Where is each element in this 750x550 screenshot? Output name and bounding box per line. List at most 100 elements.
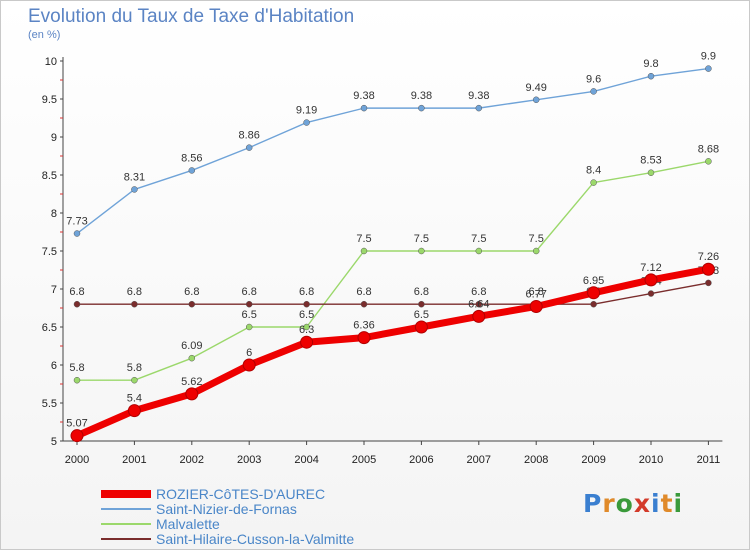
y-tick-label: 10 <box>45 56 57 68</box>
data-label: 6.8 <box>356 286 371 298</box>
data-label: 6.8 <box>299 286 314 298</box>
data-point <box>357 331 371 345</box>
data-point <box>245 300 253 308</box>
data-label: 9.49 <box>525 82 546 94</box>
data-point <box>418 300 425 308</box>
legend-label: Saint-Nizier-de-Fornas <box>156 501 297 517</box>
data-label: 7.5 <box>529 233 544 245</box>
legend-swatch <box>101 523 151 525</box>
legend-swatch <box>101 490 151 498</box>
data-point <box>705 279 712 287</box>
data-label: 6.5 <box>299 309 314 321</box>
data-point <box>131 300 138 308</box>
series-line <box>75 265 710 439</box>
data-point <box>647 290 655 297</box>
data-point <box>705 65 712 72</box>
data-label: 9.38 <box>468 90 489 102</box>
data-label: 9.38 <box>353 90 374 102</box>
data-label: 8.56 <box>181 152 202 164</box>
data-label: 6.8 <box>529 286 544 298</box>
data-label: 5.62 <box>181 376 202 388</box>
x-tick-label: 2009 <box>581 454 605 466</box>
proxiti-logo: Proxiti <box>583 489 683 518</box>
data-label: 8.68 <box>698 143 719 155</box>
data-label: 9.19 <box>296 105 317 117</box>
y-tick-label: 6 <box>51 360 57 372</box>
data-point <box>587 286 601 300</box>
data-point <box>188 354 196 362</box>
legend-label: ROZIER-CôTES-D'AUREC <box>156 486 326 502</box>
data-point <box>701 262 715 276</box>
y-tick-label: 6.5 <box>42 322 57 334</box>
data-point <box>705 158 712 165</box>
y-tick-label: 7 <box>51 284 57 296</box>
data-point <box>414 320 428 334</box>
chart-title: Evolution du Taux de Taxe d'Habitation <box>28 6 355 27</box>
y-tick-label: 9.5 <box>42 94 57 106</box>
data-point <box>73 230 81 237</box>
data-point <box>590 179 597 186</box>
data-label: 7.5 <box>414 233 429 245</box>
x-tick-label: 2000 <box>65 454 89 466</box>
data-label: 8.53 <box>640 155 661 167</box>
data-label: 5.8 <box>127 362 142 374</box>
data-point <box>532 247 540 255</box>
x-tick-label: 2006 <box>409 454 433 466</box>
data-label: 6.5 <box>414 309 429 321</box>
data-point <box>360 300 368 308</box>
data-label: 6.95 <box>583 275 604 287</box>
data-label: 9.9 <box>701 51 716 63</box>
logo-letter: r <box>602 489 616 518</box>
data-point <box>300 335 314 349</box>
y-tick-label: 8.5 <box>42 170 57 182</box>
data-label: 7.26 <box>698 251 719 263</box>
data-label: 6.8 <box>69 286 84 298</box>
logo-letter: t <box>660 489 674 518</box>
data-label: 6.8 <box>127 286 142 298</box>
data-point <box>185 387 199 401</box>
data-point <box>188 167 196 174</box>
data-label: 6.5 <box>242 309 257 321</box>
data-label: 8.86 <box>238 130 259 142</box>
data-label: 8.31 <box>124 171 145 183</box>
logo-letter: P <box>583 489 603 518</box>
data-label: 5.4 <box>127 393 142 405</box>
y-tick-label: 9 <box>51 132 57 144</box>
x-tick-label: 2004 <box>294 454 318 466</box>
logo-letter: o <box>615 489 634 518</box>
data-point <box>418 104 425 112</box>
data-label: 6 <box>246 347 252 359</box>
y-tick-label: 7.5 <box>42 246 57 258</box>
y-tick-label: 5 <box>51 436 57 448</box>
data-point <box>303 119 310 126</box>
data-label: 6.77 <box>525 288 546 300</box>
data-point <box>73 376 81 384</box>
data-label: 7.73 <box>66 216 87 228</box>
logo-letter: i <box>673 489 684 518</box>
data-point <box>188 300 196 308</box>
data-point <box>131 376 138 384</box>
data-point <box>475 104 483 112</box>
data-label: 6.64 <box>468 298 489 310</box>
data-label: 6.8 <box>414 286 429 298</box>
logo-letter: i <box>651 489 661 518</box>
data-point <box>647 169 655 176</box>
data-label: 6.8 <box>184 286 199 298</box>
data-point <box>242 358 256 372</box>
series-line <box>77 160 709 381</box>
data-point <box>647 72 655 80</box>
legend-swatch <box>101 508 151 510</box>
data-point <box>418 247 425 255</box>
data-point <box>303 323 310 331</box>
data-label: 6.8 <box>242 286 257 298</box>
series-line <box>77 282 709 305</box>
data-label: 6.8 <box>471 286 486 298</box>
data-point <box>590 300 597 308</box>
x-tick-label: 2002 <box>180 454 204 466</box>
data-label: 9.8 <box>643 58 658 70</box>
data-label: 7.5 <box>356 233 371 245</box>
data-point <box>127 404 141 418</box>
data-label: 5.07 <box>66 418 87 430</box>
x-tick-label: 2001 <box>122 454 146 466</box>
data-point <box>529 299 543 313</box>
